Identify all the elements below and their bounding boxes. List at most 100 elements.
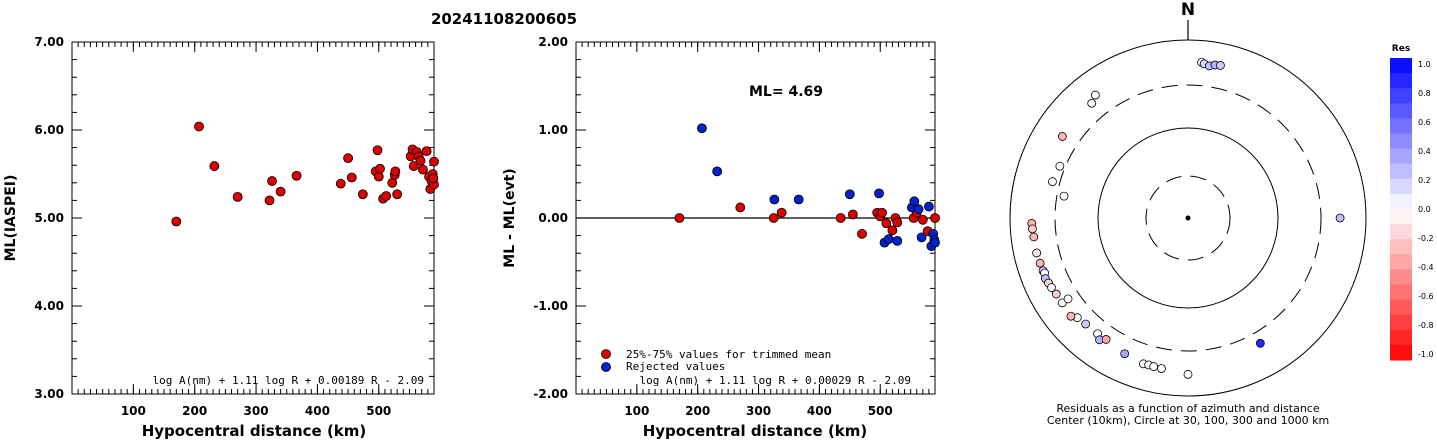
rejected-point (712, 166, 723, 177)
panel2-formula: log A(nm) + 1.11 log R + 0.00029 R - 2.0… (639, 374, 911, 387)
colorbar-segment (1390, 88, 1412, 104)
ml-point (415, 155, 426, 166)
colorbar-segment (1390, 329, 1412, 346)
panel2-ytick-label: 0.00 (538, 211, 568, 225)
ml-point (357, 189, 368, 200)
panel-azimuth-polar: N Residuals as a function of azimuth and… (1009, 0, 1367, 427)
colorbar-segment (1390, 284, 1412, 301)
ml-point (275, 186, 286, 197)
station-marker (1066, 311, 1076, 321)
station-marker (1149, 362, 1159, 371)
panel1-xtick-label: 500 (366, 404, 391, 418)
colorbar-label: 1.0 (1418, 60, 1431, 69)
rejected-point (909, 196, 920, 207)
ml-point (421, 146, 432, 157)
ml-point (372, 145, 383, 156)
accepted-point (881, 218, 892, 229)
station-marker (1087, 98, 1097, 108)
colorbar-segment (1390, 178, 1412, 195)
station-marker (1055, 161, 1065, 171)
station-marker (1027, 224, 1037, 234)
figure-title: 20241108200605 (431, 10, 577, 28)
station-marker (1081, 319, 1091, 329)
colorbar-segment (1390, 118, 1412, 134)
colorbar-label: -0.4 (1418, 263, 1434, 272)
ml-point (264, 195, 275, 206)
colorbar-segment (1390, 133, 1412, 150)
accepted-point (887, 225, 898, 236)
station-marker (1090, 90, 1100, 100)
station-marker (1047, 283, 1056, 292)
station-marker (1120, 349, 1130, 359)
ml-point (390, 166, 401, 177)
panel2-xtick-label: 500 (868, 404, 893, 418)
station-marker (1335, 213, 1345, 223)
panel1-ytick-label: 5.00 (34, 211, 64, 225)
panel2-ylabel: ML - ML(evt) (502, 168, 518, 267)
colorbar-segment (1390, 269, 1412, 285)
panel1-frame (71, 41, 435, 395)
panel1-ytick-label: 4.00 (34, 299, 64, 313)
rejected-point (892, 235, 903, 246)
ring-100km (1097, 127, 1279, 309)
station-marker (1051, 289, 1061, 299)
ml-point (194, 121, 204, 132)
rejected-point (913, 204, 924, 215)
colorbar-segment (1390, 163, 1412, 180)
rejected-point (883, 234, 894, 245)
panel2-ytick-label: -2.00 (533, 387, 568, 401)
ml-annotation: ML= 4.69 (749, 84, 823, 100)
station-marker (1101, 335, 1111, 344)
ml-point (381, 191, 392, 201)
rejected-point (916, 232, 927, 243)
panel2-xtick-label: 100 (624, 404, 649, 418)
polar-caption-line2: Center (10km), Circle at 30, 100, 300 an… (1047, 414, 1329, 427)
accepted-point (847, 209, 858, 220)
station-marker (1255, 338, 1265, 348)
residual-colorbar: Res 1.0 0.8 0.6 0.4 0.2 0.0 -0.2 -0.4 -0.6 -0.8 -1… (1390, 44, 1434, 361)
colorbar-segment (1390, 209, 1412, 225)
panel1-ytick-label: 7.00 (34, 35, 64, 49)
accepted-point (835, 213, 846, 223)
accepted-point (735, 202, 746, 213)
legend-rejected-marker (601, 362, 611, 372)
panel1-formula: log A(nm) + 1.11 log R + 0.00189 R - 2.0… (152, 374, 424, 387)
rejected-point (769, 194, 780, 205)
rejected-point (924, 201, 934, 212)
ml-point (343, 153, 354, 164)
colorbar-segment (1390, 314, 1412, 331)
panel1-xtick-label: 400 (305, 404, 330, 418)
panel2-ytick-label: -1.00 (533, 299, 568, 313)
polar-caption-line1: Residuals as a function of azimuth and d… (1056, 402, 1319, 415)
panel1-xlabel: Hypocentral distance (km) (142, 422, 367, 440)
ml-point (291, 170, 302, 181)
ml-point (346, 172, 357, 183)
panel1-xtick-label: 300 (244, 404, 269, 418)
ml-point (232, 191, 243, 202)
accepted-point (877, 207, 887, 218)
colorbar-segment (1390, 224, 1412, 240)
colorbar-label: 0.4 (1418, 147, 1431, 156)
ml-point (429, 156, 439, 167)
panel2-xtick-label: 300 (746, 404, 771, 418)
rejected-point (697, 123, 707, 134)
colorbar-segment (1390, 58, 1412, 74)
rejected-point (793, 194, 804, 205)
rejected-point (874, 188, 884, 199)
ring-300km (1054, 84, 1322, 352)
station-marker (1063, 294, 1073, 304)
panel1-xtick-label: 200 (182, 404, 207, 418)
station-marker (1048, 177, 1057, 187)
ml-point (171, 216, 182, 227)
legend-rejected-label: Rejected values (626, 360, 725, 373)
accepted-point (857, 228, 867, 239)
accepted-point (674, 213, 685, 223)
panel2-ytick-label: 1.00 (538, 123, 568, 137)
ml-point (392, 189, 403, 200)
ml-point (267, 176, 277, 186)
accepted-point (917, 214, 928, 225)
colorbar-segment (1390, 344, 1412, 361)
panel1-ytick-label: 6.00 (34, 123, 64, 137)
colorbar-label: -0.8 (1418, 321, 1434, 330)
colorbar-label: -1.0 (1418, 350, 1434, 359)
